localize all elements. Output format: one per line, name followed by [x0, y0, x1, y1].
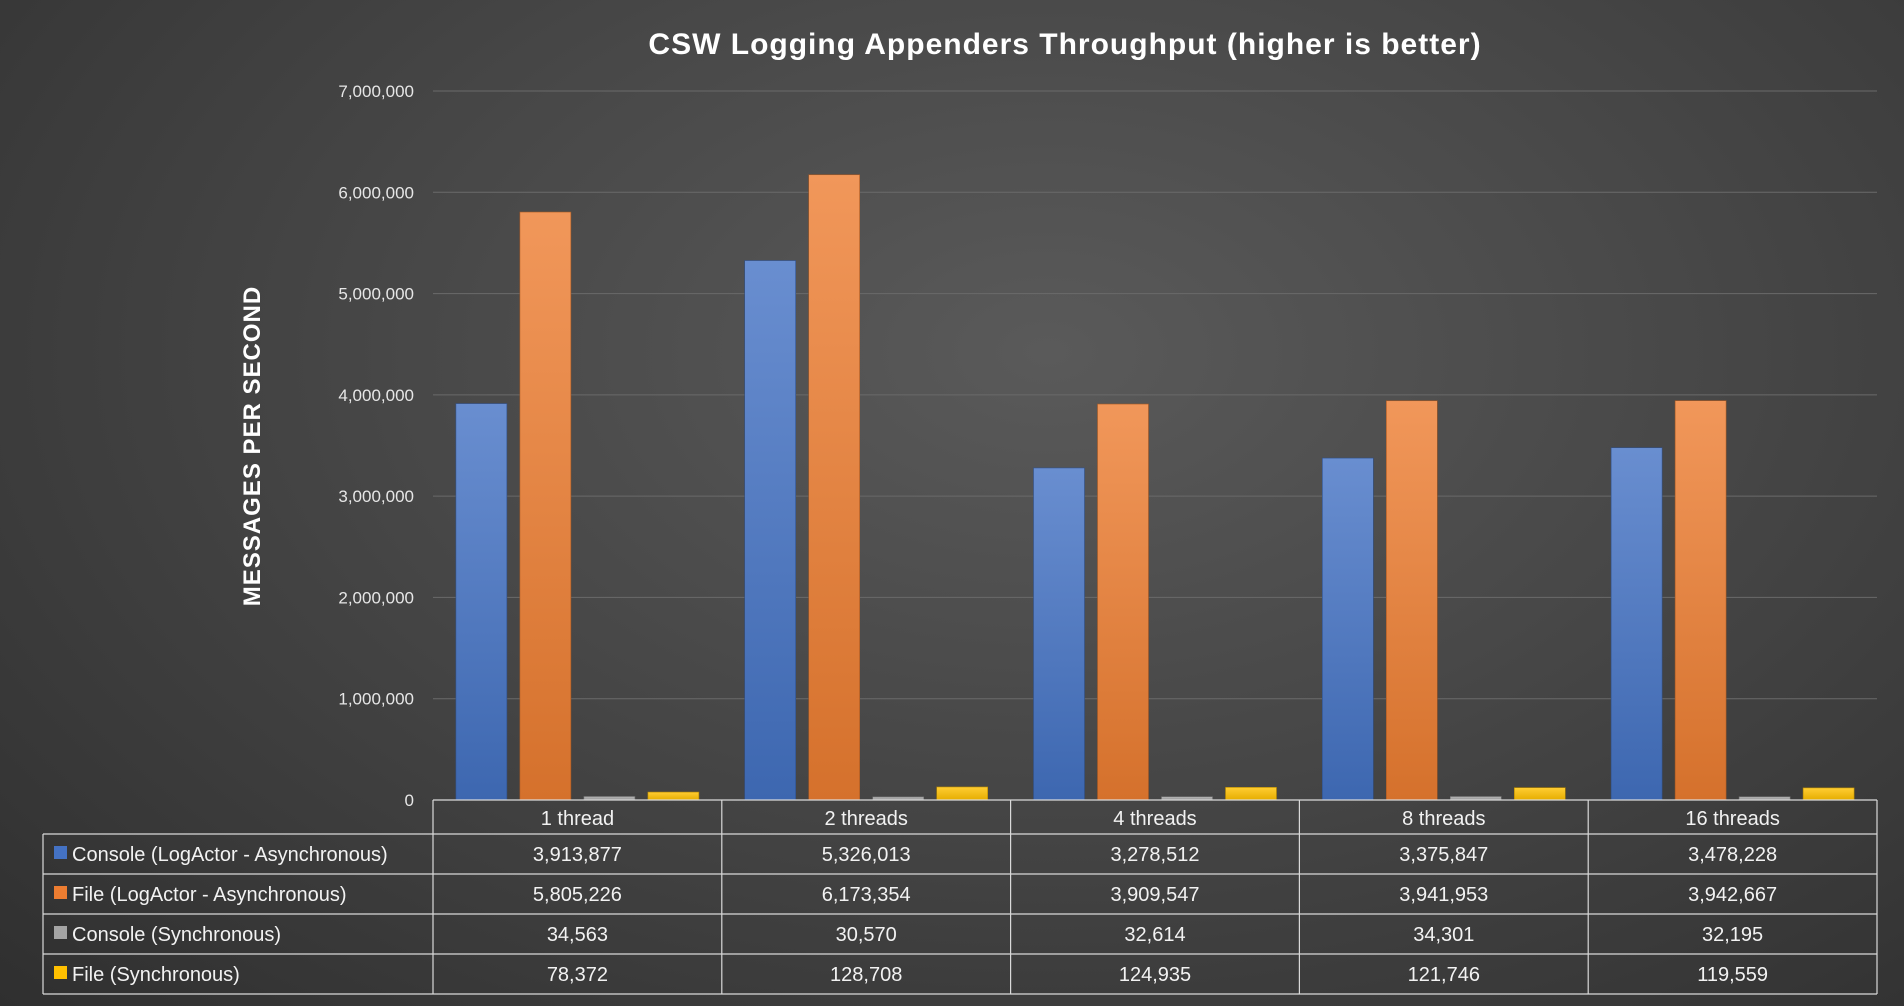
bar-4-2	[936, 786, 989, 801]
bar-1-1	[455, 403, 508, 801]
bar-2-4	[1386, 400, 1438, 801]
data-cell: 5,326,013	[822, 844, 911, 866]
y-tick-label: 4,000,000	[338, 386, 414, 405]
y-tick-label: 7,000,000	[338, 82, 414, 101]
data-cell: 32,195	[1702, 924, 1763, 946]
chart-title: CSW Logging Appenders Throughput (higher…	[648, 28, 1481, 61]
bar-2-5	[1674, 400, 1727, 801]
data-cell: 128,708	[830, 964, 902, 986]
data-table: 1 thread 2 threads 4 threads 8 threads 16 th…	[42, 799, 1878, 995]
category-label: 8 threads	[1402, 808, 1485, 830]
category-label: 1 thread	[541, 808, 614, 830]
y-axis-ticks: 0 1,000,000 2,000,000 3,000,000 4,000,000 5,0…	[338, 82, 414, 810]
bar-2-1	[519, 211, 572, 801]
y-tick-label: 3,000,000	[338, 487, 414, 506]
data-cell: 124,935	[1119, 964, 1191, 986]
series-label: File (LogActor - Asynchronous)	[72, 884, 347, 906]
data-cell: 78,372	[547, 964, 608, 986]
data-cell: 3,941,953	[1399, 884, 1488, 906]
category-label: 4 threads	[1113, 808, 1196, 830]
data-cell: 6,173,354	[822, 884, 911, 906]
data-cell: 3,278,512	[1111, 844, 1200, 866]
category-label: 2 threads	[825, 808, 908, 830]
bar-2-2	[808, 174, 861, 801]
series-label: Console (LogActor - Asynchronous)	[72, 844, 388, 866]
legend-key	[54, 886, 67, 899]
y-tick-label: 1,000,000	[338, 690, 414, 709]
bars	[455, 174, 1855, 801]
gridlines	[433, 90, 1877, 700]
data-cell: 3,909,547	[1111, 884, 1200, 906]
y-tick-label: 2,000,000	[338, 588, 414, 607]
y-axis-label: MESSAGES PER SECOND	[239, 286, 266, 606]
bar-4-5	[1802, 787, 1855, 801]
data-cell: 119,559	[1697, 964, 1768, 986]
data-cell: 5,805,226	[533, 884, 622, 906]
legend-key	[54, 846, 67, 859]
data-cell: 3,375,847	[1399, 844, 1488, 866]
bar-2-3	[1097, 403, 1149, 801]
y-tick-label: 0	[405, 791, 414, 810]
bar-4-1	[647, 791, 700, 801]
data-cell: 3,478,228	[1688, 844, 1777, 866]
y-tick-label: 6,000,000	[338, 183, 414, 202]
data-cell: 34,563	[547, 924, 608, 946]
data-cell: 32,614	[1124, 924, 1185, 946]
data-cell: 34,301	[1413, 924, 1474, 946]
data-cell: 121,746	[1408, 964, 1480, 986]
data-cell: 30,570	[836, 924, 897, 946]
series-label: File (Synchronous)	[72, 964, 240, 986]
legend-key	[54, 966, 67, 979]
data-cell: 3,913,877	[533, 844, 622, 866]
category-label: 16 threads	[1685, 808, 1780, 830]
bar-1-5	[1610, 447, 1663, 801]
legend-key	[54, 926, 67, 939]
bar-1-2	[744, 260, 797, 801]
bar-1-3	[1033, 467, 1085, 801]
data-cell: 3,942,667	[1688, 884, 1777, 906]
bar-1-4	[1322, 457, 1374, 801]
series-label: Console (Synchronous)	[72, 924, 281, 946]
bar-4-4	[1514, 787, 1566, 801]
y-tick-label: 5,000,000	[338, 285, 414, 304]
bar-4-3	[1225, 787, 1277, 801]
